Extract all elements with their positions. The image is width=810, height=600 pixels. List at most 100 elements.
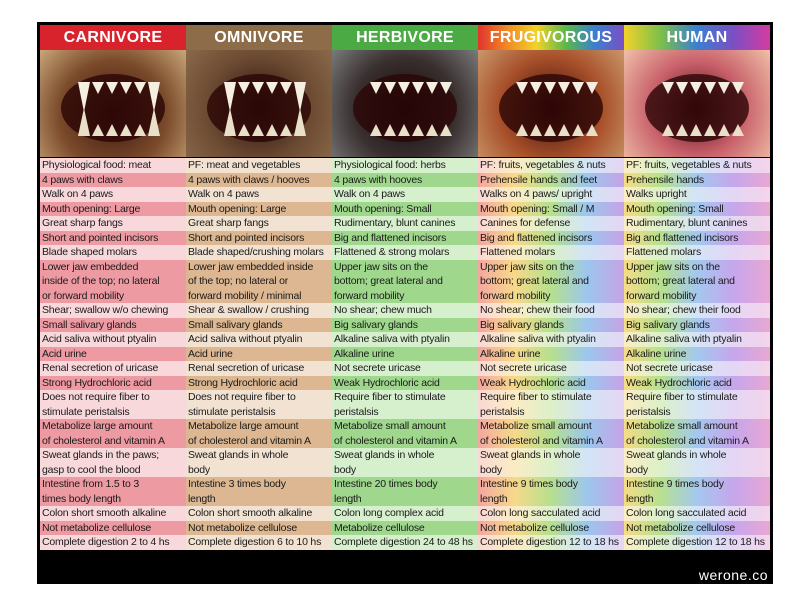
table-cell: Prehensile hands and feet [478,172,624,187]
tooth [224,108,236,136]
table-cell: Sweat glands in whole body [478,448,624,477]
cell-line: Walks on 4 paws/ upright [480,188,593,200]
table-cell: Rudimentary, blunt canines [332,216,478,231]
table-cell: Mouth opening: Small / M [478,201,624,216]
cell-line: Alkaline urine [480,347,541,360]
cell-line: Metabolize large amount [188,420,299,432]
credit: werone.co [698,567,768,583]
table-cell: Alkaline saliva with ptyalin [624,332,770,347]
mouth-drawing [61,74,165,142]
table-cell: Renal secretion of uricase [40,361,186,376]
tooth [106,82,118,94]
cell-line: times body length [42,492,121,505]
tooth [732,82,744,94]
table-cell: Not metabolize cellulose [478,520,624,535]
cell-line: Short and pointed incisors [42,231,159,244]
mouth-drawing [645,74,749,142]
table-cell: Require fiber to stimulate peristalsis [332,390,478,419]
tooth [676,124,688,136]
cell-line: stimulate peristalsis [188,405,276,418]
cell-line: 4 paws with hooves [334,173,423,186]
cell-line: Blade shaped molars [42,246,137,258]
table-cell: Acid urine [40,346,186,361]
tooth [586,82,598,94]
table-cell: Walks upright [624,187,770,202]
tooth [718,124,730,136]
cell-line: length [480,492,508,505]
table-cell: Big salivary glands [332,317,478,332]
cell-line: Acid urine [188,347,233,360]
tooth [120,124,132,136]
cell-line: forward mobility [334,289,405,302]
cell-line: Alkaline saliva with ptyalin [626,333,742,345]
tooth [384,124,396,136]
cell-line: Walk on 4 paws [42,188,113,200]
table-cell: Metabolize large amount of cholesterol an… [186,419,332,448]
tooth [148,82,160,112]
column-header: HUMAN [624,25,770,50]
tooth [266,124,278,136]
table-cell: Colon long sacculated acid [478,506,624,521]
tooth [426,82,438,94]
table-cell: Small salivary glands [186,317,332,332]
cell-line: of the top; no lateral or [188,275,289,287]
cell-line: No shear; chew their food [480,304,595,316]
cell-line: bottom; great lateral and [480,275,589,287]
table-cell: Acid urine [186,346,332,361]
table-cell: Blade shaped/crushing molars [186,245,332,260]
table-cell: PF: fruits, vegetables & nuts [624,158,770,173]
tooth [530,82,542,94]
table-cell: Big salivary glands [478,317,624,332]
tooth [572,124,584,136]
cell-line: Colon long sacculated acid [480,507,601,519]
tooth [718,82,730,94]
table-cell: Not metabolize cellulose [186,520,332,535]
table-cell: Complete digestion 2 to 4 hs [40,535,186,550]
table-cell: Sweat glands in whole body [186,448,332,477]
cell-line: Sweat glands in whole [334,449,435,461]
mouth-picture [624,50,770,157]
table-cell: Metabolize cellulose [332,520,478,535]
cell-line: forward mobility / minimal [188,289,302,302]
tooth [440,82,452,94]
tooth [704,124,716,136]
tooth [704,82,716,94]
cell-line: Sweat glands in whole [188,449,289,461]
table-cell: Walks on 4 paws/ upright [478,187,624,202]
cell-line: Upper jaw sits on the [626,260,720,273]
cell-line: Renal secretion of uricase [42,362,159,374]
tooth [224,82,236,112]
cell-line: Metabolize small amount [626,420,738,432]
table-cell: Metabolize small amount of cholesterol an… [332,419,478,448]
table-cell: Intestine 3 times body length [186,477,332,506]
table-cell: Intestine from 1.5 to 3 times body length [40,477,186,506]
tooth [280,124,292,136]
cell-line: Weak Hydrochloric acid [626,376,732,389]
cell-line: Not secrete uricase [334,362,421,374]
cell-line: stimulate peristalsis [42,405,130,418]
tooth [134,82,146,94]
table-cell: No shear; chew much [332,303,478,318]
cell-line: peristalsis [480,405,525,418]
cell-line: length [626,492,654,505]
cell-line: Great sharp fangs [42,217,123,229]
table-cell: Walk on 4 paws [332,187,478,202]
tooth [294,82,306,112]
cell-line: Prehensile hands [626,173,704,186]
cell-line: PF: meat and vegetables [188,159,301,171]
cell-line: Renal secretion of uricase [188,362,305,374]
cell-line: Acid urine [42,347,87,360]
cell-line: PF: fruits, vegetables & nuts [626,159,752,171]
column-header: HERBIVORE [332,25,478,50]
table-cell: Big salivary glands [624,317,770,332]
cell-line: No shear; chew their food [626,304,741,316]
table-cell: Physiological food: herbs [332,158,478,173]
mouth-drawing [353,74,457,142]
cell-line: Mouth opening: Large [42,202,141,215]
cell-line: Acid saliva without ptyalin [188,333,303,345]
cell-line: forward mobility [626,289,697,302]
table-cell: No shear; chew their food [478,303,624,318]
cell-line: Complete digestion 12 to 18 hs [480,536,619,548]
cell-line: Mouth opening: Small / M [480,202,595,215]
tooth [530,124,542,136]
